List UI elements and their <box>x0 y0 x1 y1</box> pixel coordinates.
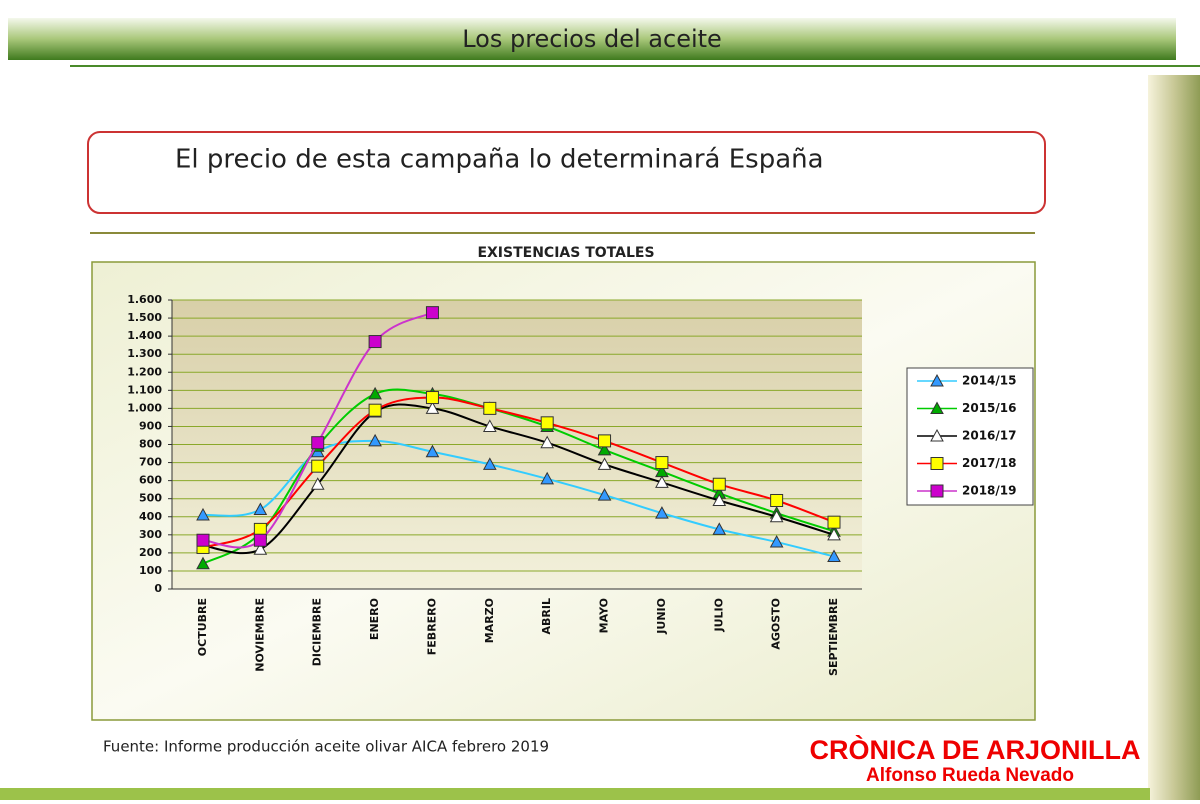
x-tick-label: MAYO <box>598 598 611 633</box>
legend-marker <box>930 401 944 414</box>
source-note: Fuente: Informe producción aceite olivar… <box>103 738 549 756</box>
y-tick-label: 1.600 <box>127 293 162 306</box>
data-point <box>253 502 268 516</box>
data-point <box>655 506 669 519</box>
data-point <box>196 556 210 570</box>
x-tick-label: SEPTIEMBRE <box>827 598 840 676</box>
data-point <box>827 549 841 562</box>
y-tick-label: 1.100 <box>127 383 162 396</box>
x-tick-label: AGOSTO <box>770 598 783 650</box>
y-tick-label: 1.300 <box>127 347 162 360</box>
data-point <box>827 527 841 541</box>
x-tick-label: MARZO <box>483 598 496 643</box>
data-point <box>598 434 612 448</box>
header-bar <box>8 18 1176 60</box>
data-point <box>712 477 726 491</box>
callout-box <box>87 131 1046 214</box>
data-point <box>425 444 440 458</box>
data-point <box>482 457 497 470</box>
callout-text: El precio de esta campaña lo determinará… <box>175 145 824 175</box>
y-tick-label: 700 <box>139 456 162 469</box>
y-tick-label: 900 <box>139 419 162 432</box>
data-point <box>253 542 268 555</box>
y-tick-label: 200 <box>139 546 162 559</box>
data-point <box>655 456 669 470</box>
x-tick-label: JUNIO <box>655 598 668 635</box>
y-tick-label: 500 <box>139 492 162 505</box>
legend-label: 2014/15 <box>962 374 1016 388</box>
data-point <box>425 306 439 320</box>
y-tick-label: 600 <box>139 474 162 487</box>
data-point <box>253 522 267 536</box>
legend-marker <box>930 428 944 442</box>
x-tick-label: ENERO <box>368 598 381 640</box>
data-point <box>540 435 555 449</box>
data-point <box>597 457 612 470</box>
y-tick-label: 800 <box>139 438 162 451</box>
legend-marker <box>930 457 944 470</box>
data-point <box>769 509 784 523</box>
y-tick-label: 100 <box>139 564 162 577</box>
data-point <box>655 475 669 488</box>
y-tick-label: 1.000 <box>127 401 162 414</box>
data-point <box>540 471 555 485</box>
data-point <box>482 419 497 432</box>
x-tick-label: ABRIL <box>540 598 553 634</box>
data-point <box>368 433 382 447</box>
data-point <box>253 533 267 547</box>
y-tick-label: 1.200 <box>127 365 162 378</box>
x-tick-label: DICIEMBRE <box>311 598 324 666</box>
legend-label: 2015/16 <box>962 401 1016 415</box>
data-point <box>540 416 554 430</box>
y-tick-label: 1.500 <box>127 311 162 324</box>
x-tick-label: NOVIEMBRE <box>253 598 266 672</box>
legend-label: 2016/17 <box>962 429 1016 443</box>
data-point <box>483 401 497 415</box>
data-point <box>597 442 612 456</box>
header-title: Los precios del aceite <box>462 25 722 53</box>
data-point <box>425 391 439 405</box>
data-point <box>770 493 784 507</box>
y-tick-label: 0 <box>154 582 162 595</box>
brand: CRÒNICA DE ARJONILLA <box>809 734 1140 765</box>
legend-marker <box>930 373 944 387</box>
data-point <box>769 534 784 548</box>
data-point <box>368 403 382 417</box>
data-point <box>196 533 210 547</box>
y-tick-label: 400 <box>139 510 162 523</box>
legend-label: 2018/19 <box>962 484 1016 498</box>
data-point <box>310 477 325 490</box>
chart-title: EXISTENCIAS TOTALES <box>477 245 654 261</box>
y-tick-label: 1.400 <box>127 329 162 342</box>
data-point <box>311 459 325 473</box>
data-point <box>368 335 382 349</box>
legend-marker <box>930 484 944 498</box>
x-tick-label: OCTUBRE <box>196 598 209 656</box>
side-bar <box>1148 75 1200 800</box>
author: Alfonso Rueda Nevado <box>866 765 1074 786</box>
footer-strip <box>0 788 1150 800</box>
data-point <box>425 401 440 414</box>
data-point <box>597 488 612 501</box>
x-tick-label: FEBRERO <box>425 598 438 655</box>
x-tick-label: JULIO <box>712 598 725 632</box>
data-point <box>368 386 382 400</box>
legend-label: 2017/18 <box>962 456 1016 470</box>
data-point <box>311 436 325 450</box>
data-point <box>712 493 727 506</box>
y-tick-label: 300 <box>139 528 162 541</box>
data-point <box>196 507 210 521</box>
data-point <box>712 522 727 535</box>
data-point <box>827 515 841 529</box>
